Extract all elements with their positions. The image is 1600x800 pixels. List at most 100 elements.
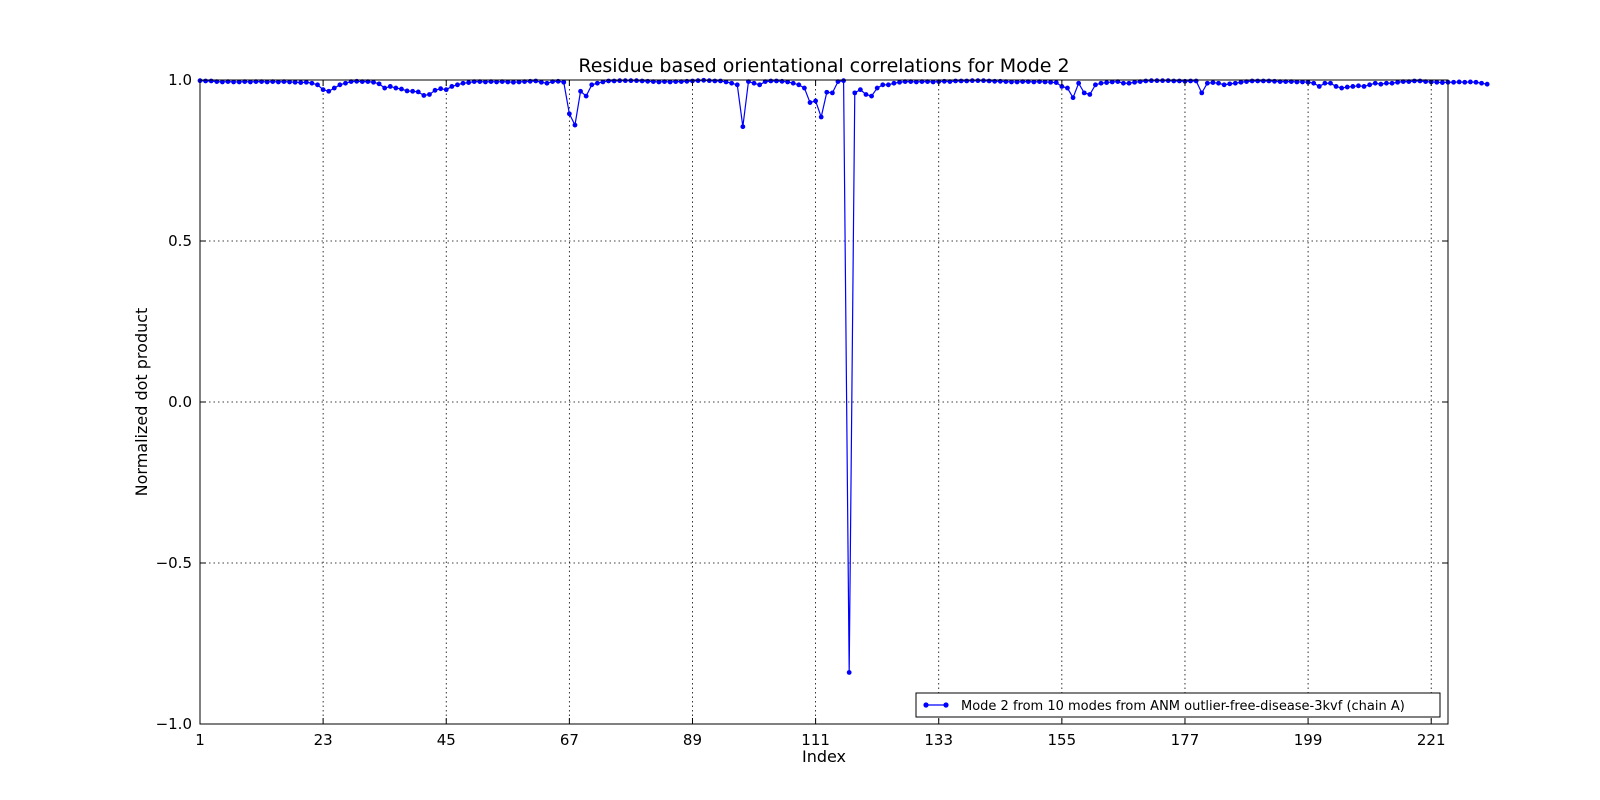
data-point bbox=[964, 78, 970, 84]
data-point bbox=[544, 80, 550, 86]
data-point bbox=[466, 80, 472, 85]
data-point bbox=[410, 88, 416, 94]
data-point bbox=[1367, 82, 1373, 88]
data-point bbox=[264, 79, 270, 85]
data-point bbox=[594, 80, 600, 86]
data-point bbox=[303, 79, 309, 85]
data-point bbox=[1473, 79, 1479, 85]
data-point bbox=[1160, 78, 1165, 84]
data-point bbox=[326, 88, 332, 94]
data-point bbox=[981, 78, 986, 84]
data-point bbox=[869, 93, 874, 99]
plot-frame bbox=[199, 79, 1449, 725]
data-point bbox=[734, 82, 740, 88]
data-point bbox=[857, 87, 863, 93]
data-point bbox=[1031, 79, 1037, 85]
data-point bbox=[1372, 80, 1378, 86]
x-tick-label: 177 bbox=[1171, 731, 1200, 749]
data-point bbox=[208, 78, 214, 84]
series-line bbox=[199, 79, 1488, 673]
data-point bbox=[1093, 82, 1098, 88]
data-point bbox=[421, 93, 427, 98]
data-point bbox=[231, 79, 236, 85]
data-point bbox=[1479, 80, 1484, 86]
data-point bbox=[382, 85, 388, 91]
data-point bbox=[337, 82, 343, 88]
y-tick-label: 0.5 bbox=[168, 232, 192, 250]
data-point bbox=[712, 78, 718, 84]
data-point bbox=[566, 111, 572, 117]
data-point bbox=[617, 78, 623, 84]
data-point bbox=[1104, 80, 1110, 85]
data-point bbox=[298, 80, 304, 85]
legend-marker bbox=[923, 702, 929, 708]
data-point bbox=[897, 79, 902, 85]
data-point bbox=[740, 124, 746, 130]
data-point bbox=[309, 80, 315, 86]
data-point bbox=[1098, 80, 1104, 86]
data-point bbox=[757, 82, 763, 88]
data-point bbox=[891, 80, 897, 86]
data-point bbox=[885, 82, 891, 88]
data-point bbox=[1467, 79, 1473, 85]
data-point bbox=[1255, 78, 1261, 84]
x-tick-label: 155 bbox=[1048, 731, 1077, 749]
data-point bbox=[505, 79, 511, 85]
data-point bbox=[399, 86, 404, 92]
data-point bbox=[203, 78, 209, 84]
data-point bbox=[1188, 78, 1193, 84]
data-point bbox=[1328, 80, 1333, 86]
data-point bbox=[589, 82, 595, 88]
data-point bbox=[315, 82, 320, 88]
y-tick-label: −0.5 bbox=[156, 554, 192, 572]
data-point bbox=[930, 79, 936, 85]
data-point bbox=[561, 79, 567, 85]
x-tick-label: 199 bbox=[1294, 731, 1323, 749]
data-point bbox=[656, 79, 662, 85]
data-point bbox=[331, 85, 337, 91]
data-point bbox=[1087, 92, 1093, 97]
data-point bbox=[415, 89, 421, 95]
data-point bbox=[511, 79, 516, 85]
data-point bbox=[1350, 84, 1356, 89]
data-point bbox=[1378, 81, 1384, 87]
data-point bbox=[634, 78, 639, 84]
data-point bbox=[1356, 83, 1361, 89]
data-point bbox=[1395, 79, 1401, 85]
data-point bbox=[913, 79, 919, 85]
data-point bbox=[807, 100, 813, 105]
data-point bbox=[785, 79, 791, 85]
data-point bbox=[706, 78, 712, 84]
data-point bbox=[275, 79, 281, 85]
x-tick-label: 89 bbox=[683, 731, 702, 749]
x-tick-label: 67 bbox=[560, 731, 579, 749]
data-point bbox=[1193, 78, 1199, 84]
data-point bbox=[1316, 84, 1322, 89]
data-point bbox=[1009, 79, 1014, 85]
data-point bbox=[1389, 80, 1395, 86]
legend-entry-label: Mode 2 from 10 modes from ANM outlier-fr… bbox=[961, 699, 1405, 714]
data-point bbox=[438, 86, 444, 92]
data-point bbox=[1165, 78, 1171, 84]
data-point bbox=[1216, 80, 1221, 86]
data-point bbox=[1322, 80, 1328, 86]
data-point bbox=[404, 88, 410, 94]
data-point bbox=[958, 78, 964, 84]
data-point bbox=[718, 78, 723, 84]
data-point bbox=[516, 79, 522, 85]
data-point bbox=[1300, 79, 1305, 85]
data-point bbox=[1266, 78, 1272, 84]
data-point bbox=[533, 78, 539, 84]
data-point bbox=[1221, 82, 1227, 88]
data-point bbox=[1249, 78, 1255, 84]
data-point bbox=[494, 79, 500, 85]
y-tick-label: −1.0 bbox=[156, 715, 192, 733]
data-point bbox=[774, 78, 779, 84]
data-point bbox=[1333, 84, 1339, 89]
x-tick-label: 23 bbox=[314, 731, 333, 749]
data-point bbox=[1199, 90, 1205, 96]
x-tick-label: 133 bbox=[924, 731, 953, 749]
data-point bbox=[606, 78, 611, 84]
grid bbox=[200, 80, 1448, 724]
